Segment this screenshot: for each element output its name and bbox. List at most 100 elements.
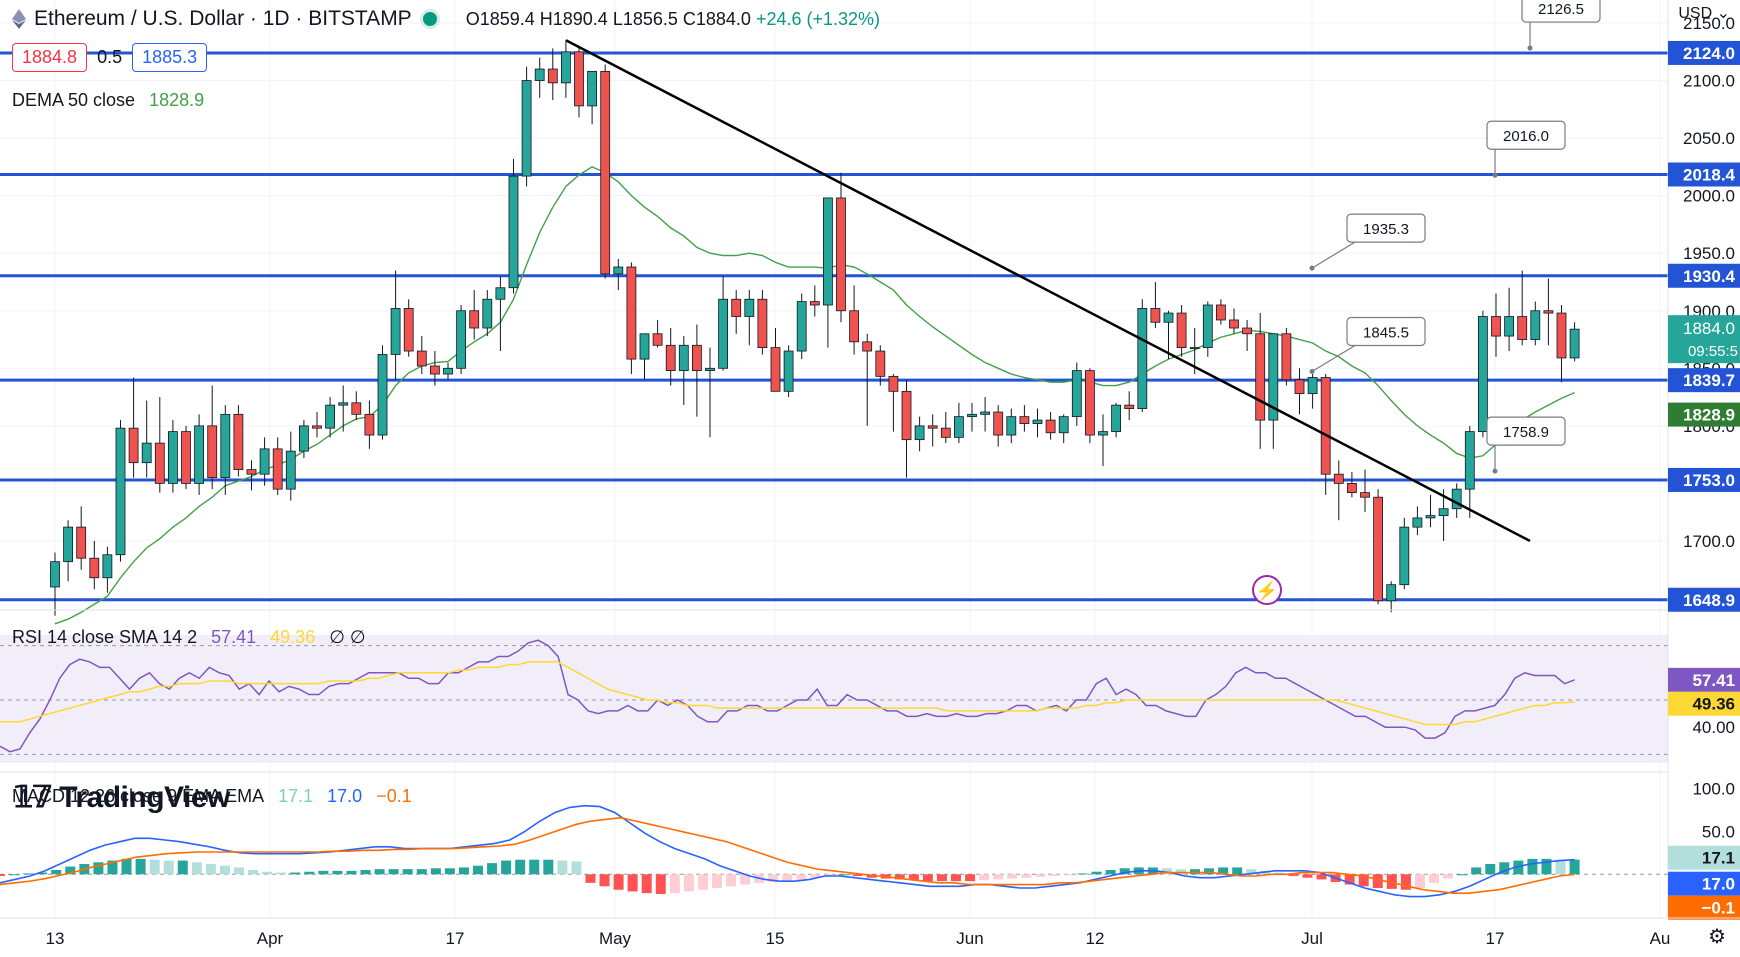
macd-histogram-bar [655, 874, 666, 894]
candle [574, 48, 584, 118]
level-tag [1668, 587, 1740, 612]
currency-selector[interactable]: USD ⌄ [1678, 3, 1730, 23]
axis-background [1668, 0, 1740, 918]
candle-body [416, 350, 427, 367]
price-tick: 2100.0 [1683, 72, 1735, 91]
candle-body [613, 266, 624, 275]
candle-body [1360, 492, 1370, 498]
level-tag [1668, 368, 1740, 393]
candle [744, 290, 755, 346]
macd-histogram-bar [1372, 874, 1383, 888]
macd-legend[interactable]: MACD 12 26 close 9 EMA EMA 17.1 17.0 −0.… [12, 786, 412, 807]
callout-label: 2016.0 [1503, 128, 1549, 145]
sell-price-button[interactable]: 1884.8 [12, 43, 88, 72]
macd-histogram-bar [1527, 858, 1538, 875]
candle [1399, 517, 1410, 590]
candle [796, 293, 807, 360]
candle-body [89, 557, 100, 579]
rsi-legend[interactable]: RSI 14 close SMA 14 2 57.41 49.36 ∅ ∅ [12, 627, 366, 648]
candle-body [849, 310, 859, 343]
macd-histogram-bar [1288, 874, 1299, 876]
macd-histogram-bar [458, 867, 469, 875]
price-tick: 1950.0 [1683, 244, 1735, 263]
candle-body [534, 68, 545, 81]
candle [639, 333, 650, 380]
macd-histogram-bar [838, 874, 849, 876]
macd-histogram-bar [332, 870, 343, 875]
macd-histogram-bar [1119, 868, 1130, 875]
candle-body [796, 301, 807, 352]
candle-body [50, 561, 60, 588]
candle-body [1517, 316, 1528, 340]
candle [561, 40, 571, 98]
dema-legend-value: 1828.9 [149, 90, 205, 110]
rsi-legend-label: RSI 14 close SMA 14 2 [12, 627, 198, 647]
candle-body [744, 298, 755, 317]
candle [128, 377, 139, 478]
candle-body [1216, 304, 1226, 321]
candle [1438, 489, 1449, 541]
candle [443, 362, 453, 380]
candle [1071, 362, 1082, 426]
price-callout: 1935.3 [1309, 213, 1426, 271]
dema-legend[interactable]: DEMA 50 close 1828.9 [12, 90, 204, 111]
macd-histogram-bar [768, 874, 779, 882]
macd-pane [0, 771, 1740, 898]
symbol-title[interactable]: Ethereum / U.S. Dollar · 1D · BITSTAMP [34, 7, 412, 30]
candle [1412, 506, 1423, 536]
candle [954, 402, 964, 444]
candle-body [76, 526, 87, 559]
candle [390, 270, 401, 380]
candle [862, 333, 873, 426]
rsi-line [0, 639, 1575, 753]
candle [246, 460, 257, 491]
time-tick: Au [1650, 929, 1671, 948]
candle [534, 57, 545, 98]
level-tag-label: 1839.7 [1683, 371, 1735, 390]
rsi-band [0, 635, 1668, 763]
candle-body [1268, 333, 1279, 421]
candle [901, 379, 912, 478]
candle-body [325, 404, 336, 429]
candle [770, 328, 781, 392]
candle-body [1307, 377, 1318, 395]
candle-body [639, 333, 650, 360]
market-open-indicator-icon [419, 9, 440, 29]
candle-body [574, 51, 584, 107]
candle [416, 336, 427, 375]
macd-histogram-bar [810, 874, 821, 878]
candle-body [914, 425, 925, 441]
price-callout: 2016.0 [1486, 120, 1566, 178]
candle-body [587, 70, 597, 107]
candle-body [312, 425, 322, 429]
macd-histogram-bar [346, 870, 357, 875]
callout-box [1486, 120, 1566, 150]
candle-body [167, 431, 178, 484]
candle-body [443, 367, 453, 375]
price-axis: 1700.01750.01800.01850.01900.01950.02000… [1667, 0, 1740, 920]
candle [154, 397, 165, 493]
candle [1202, 301, 1213, 357]
candle [547, 48, 558, 101]
buy-price-button[interactable]: 1885.3 [132, 43, 208, 72]
macd-histogram-bar [1190, 869, 1201, 875]
price-tick: 1700.0 [1683, 532, 1735, 551]
candles [50, 40, 1580, 616]
level-tag-label: 2124.0 [1683, 44, 1735, 63]
gear-icon[interactable]: ⚙ [1708, 926, 1726, 948]
macd-legend-hist: 17.1 [278, 786, 314, 806]
callout-anchor [1527, 45, 1533, 51]
macd-histogram-bar [599, 874, 610, 887]
macd-histogram-bar [965, 874, 976, 882]
rsi-sma-tag-label: 49.36 [1692, 695, 1735, 714]
candle-body [207, 425, 218, 479]
candle [1504, 287, 1514, 352]
time-tick: 15 [766, 929, 785, 948]
candle-body [678, 344, 689, 372]
candle-body [1045, 419, 1056, 434]
time-tick: May [599, 929, 632, 948]
macd-histogram-bar [501, 860, 512, 875]
candle [207, 385, 218, 490]
macd-histogram-bar [1414, 874, 1425, 888]
tradingview-logo[interactable]: 𝟙𝟟 TradingView [14, 780, 230, 815]
